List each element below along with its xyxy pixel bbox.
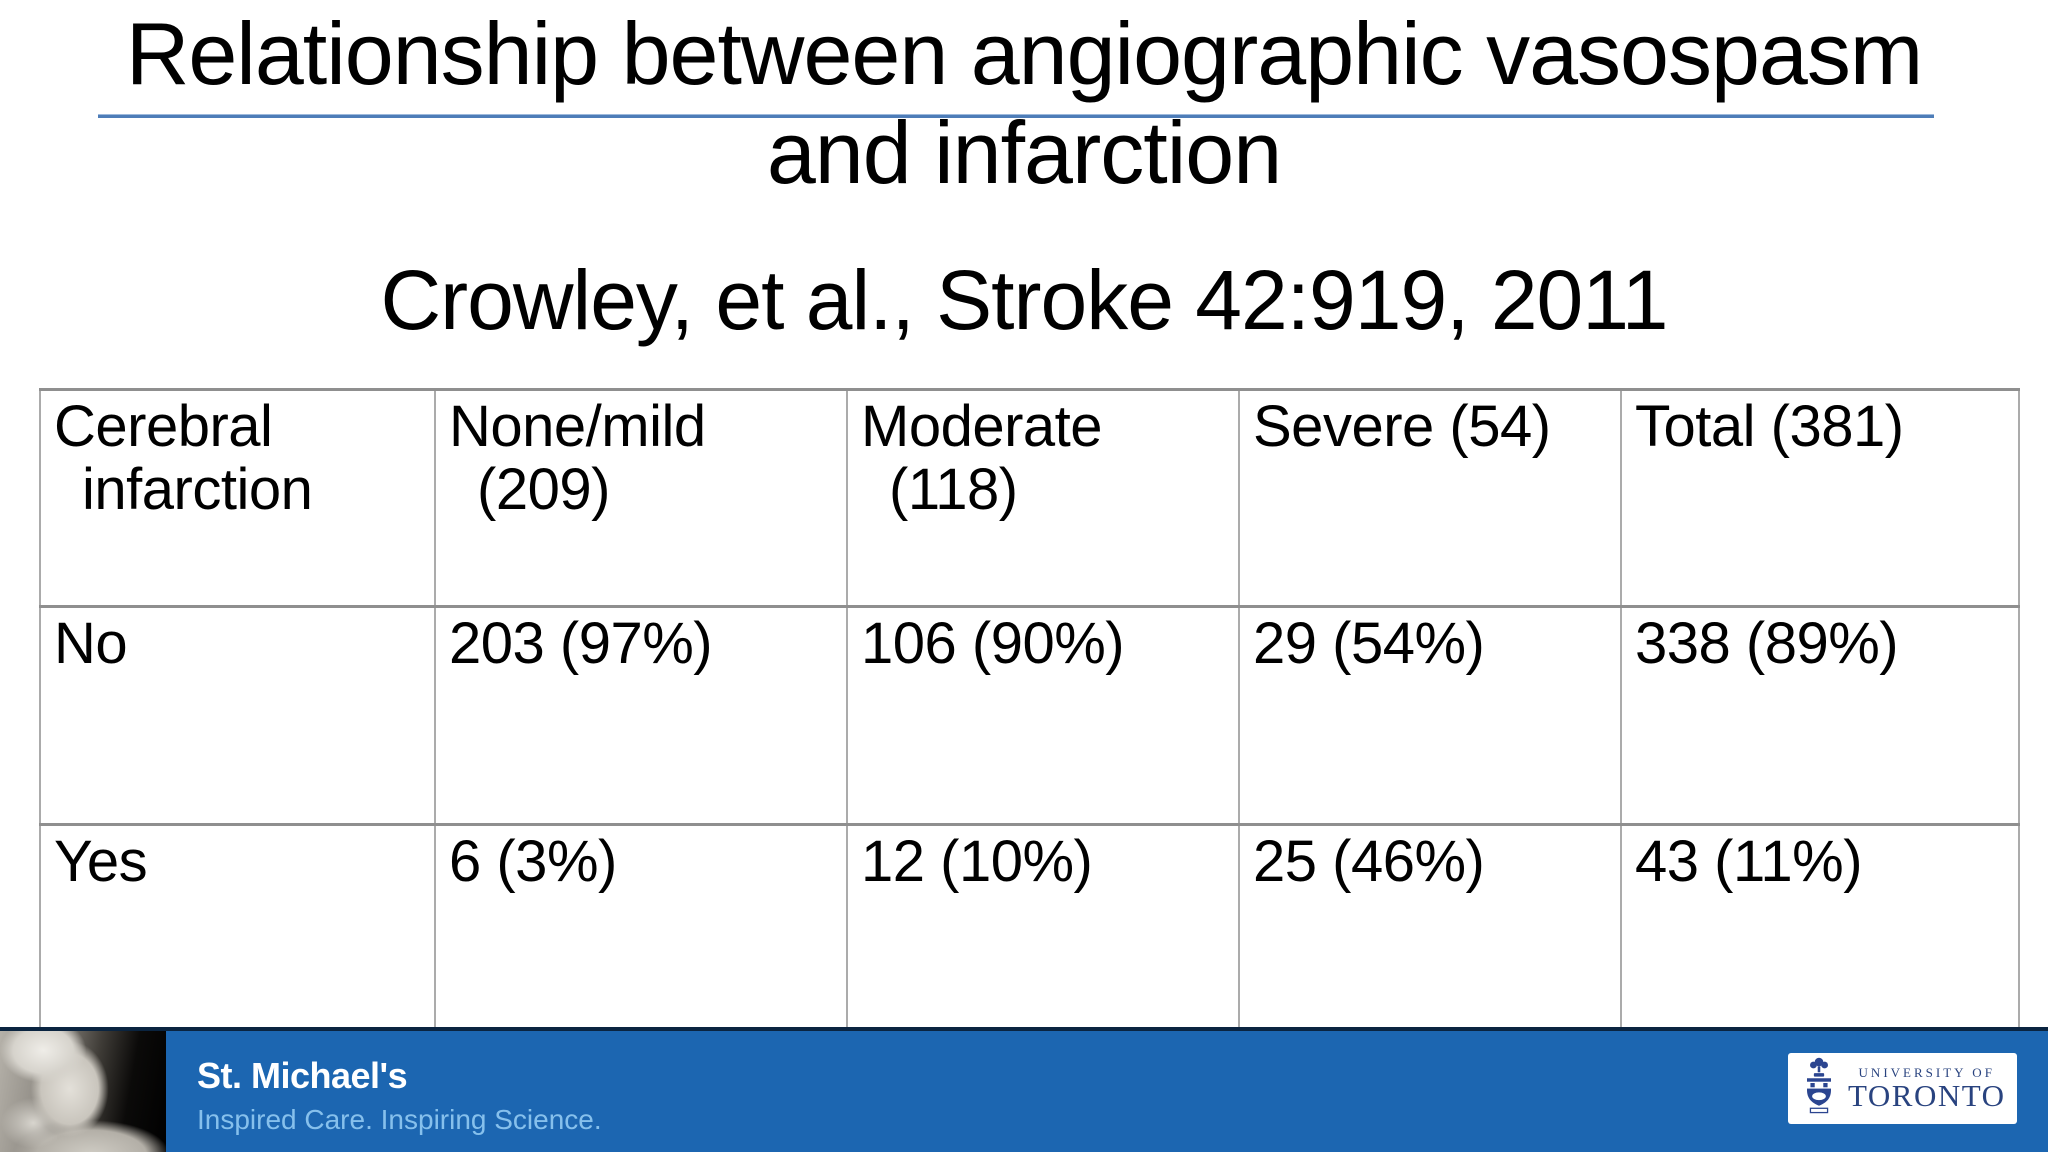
footer-bar	[0, 1031, 2048, 1152]
cell-no-severe: 29 (54%)	[1238, 605, 1622, 826]
uoft-wordmark-line1: UNIVERSITY OF	[1858, 1064, 1995, 1080]
table-row-yes: Yes 6 (3%) 12 (10%) 25 (46%) 43 (11%)	[39, 823, 2020, 1044]
statue-photo	[0, 1031, 166, 1152]
header-none-mild: None/mild (209)	[434, 388, 848, 608]
uoft-wordmark-line2: TORONTO	[1848, 1078, 2006, 1114]
cell-no-total: 338 (89%)	[1620, 605, 2020, 826]
row-label: No	[39, 605, 436, 826]
slide-title-line2: and infarction	[766, 103, 1282, 203]
cell-yes-severe: 25 (46%)	[1238, 823, 1622, 1044]
cell-no-none-mild: 203 (97%)	[434, 605, 848, 826]
st-michaels-logo: St. Michael's Inspired Care. Inspiring S…	[197, 1056, 602, 1135]
cell-yes-total: 43 (11%)	[1620, 823, 2020, 1044]
header-severe: Severe (54)	[1238, 388, 1622, 608]
table-header-row: Cerebral infarction None/mild (209) Mode…	[39, 388, 2020, 608]
vasospasm-infarction-table: Cerebral infarction None/mild (209) Mode…	[39, 388, 2020, 1044]
university-of-toronto-logo: UNIVERSITY OF TORONTO	[1788, 1053, 2017, 1124]
cell-yes-none-mild: 6 (3%)	[434, 823, 848, 1044]
cell-no-moderate: 106 (90%)	[846, 605, 1240, 826]
row-label: Yes	[39, 823, 436, 1044]
header-total: Total (381)	[1620, 388, 2020, 608]
slide-title: Relationship between angiographic vasosp…	[0, 4, 2048, 203]
st-michaels-tagline: Inspired Care. Inspiring Science.	[197, 1103, 602, 1135]
st-michaels-wordmark: St. Michael's	[197, 1055, 408, 1096]
uoft-crest-icon	[1800, 1056, 1838, 1121]
slide-title-line1: Relationship between angiographic vasosp…	[125, 4, 1923, 103]
cell-yes-moderate: 12 (10%)	[846, 823, 1240, 1044]
header-cerebral-infarction: Cerebral infarction	[39, 388, 436, 608]
title-underline-rule	[98, 115, 1934, 118]
citation-text: Crowley, et al., Stroke 42:919, 2011	[380, 253, 1669, 347]
table-row-no: No 203 (97%) 106 (90%) 29 (54%) 338 (89%…	[39, 605, 2020, 826]
uoft-wordmark: UNIVERSITY OF TORONTO	[1848, 1064, 2006, 1114]
footer-top-strip	[0, 1027, 2048, 1031]
header-moderate: Moderate (118)	[846, 388, 1240, 608]
